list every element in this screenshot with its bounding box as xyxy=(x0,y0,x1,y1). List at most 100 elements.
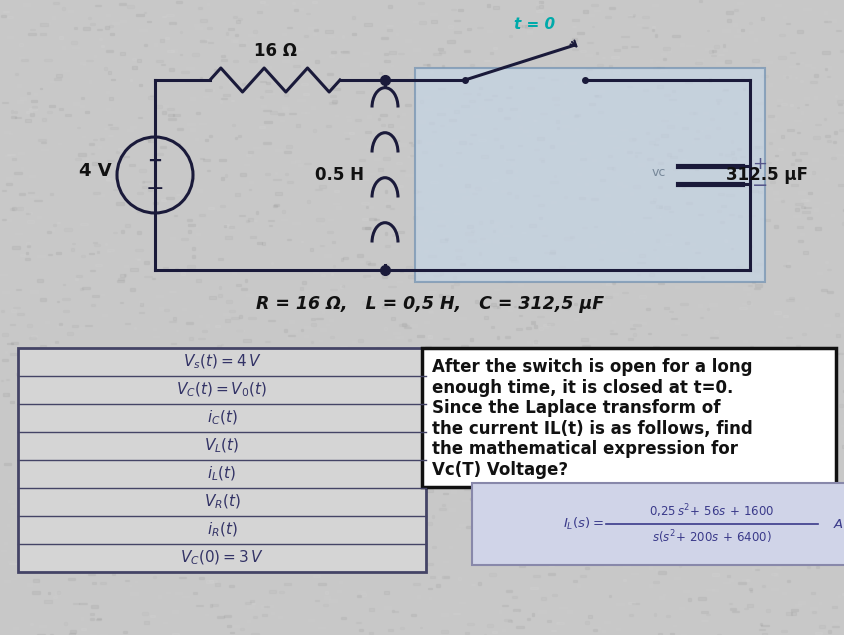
Bar xyxy=(580,434,587,436)
Bar xyxy=(462,500,469,502)
Bar xyxy=(100,634,107,635)
Bar xyxy=(576,390,582,392)
Bar xyxy=(319,340,322,341)
Bar xyxy=(106,446,114,448)
Bar xyxy=(766,162,771,163)
Bar xyxy=(787,410,794,413)
Bar xyxy=(110,302,116,304)
Bar xyxy=(538,187,544,190)
Bar xyxy=(184,554,187,556)
Bar xyxy=(528,342,530,343)
Bar xyxy=(777,105,780,106)
Bar xyxy=(503,417,510,418)
Bar xyxy=(672,90,674,92)
Bar xyxy=(50,503,57,505)
Bar xyxy=(81,255,85,257)
Bar xyxy=(340,51,349,53)
Bar xyxy=(180,54,182,55)
Bar xyxy=(569,444,572,446)
Bar xyxy=(695,62,701,64)
Bar xyxy=(56,253,61,254)
Bar xyxy=(361,438,365,440)
Bar xyxy=(442,504,445,505)
Bar xyxy=(760,218,765,219)
Bar xyxy=(180,435,182,437)
Bar xyxy=(508,309,512,311)
Bar xyxy=(777,497,781,499)
Bar xyxy=(493,306,498,308)
Bar xyxy=(286,438,294,439)
Bar xyxy=(291,451,298,455)
Bar xyxy=(100,38,102,40)
Bar xyxy=(821,447,825,448)
Bar xyxy=(698,406,704,409)
Bar xyxy=(116,203,124,205)
Bar xyxy=(506,507,508,509)
Bar xyxy=(248,34,255,36)
Bar xyxy=(76,361,78,363)
Bar xyxy=(466,386,468,387)
Bar xyxy=(586,369,592,371)
Bar xyxy=(220,503,224,505)
Bar xyxy=(70,630,76,632)
Bar xyxy=(143,450,149,452)
Bar xyxy=(417,248,419,250)
Bar xyxy=(119,3,126,4)
Bar xyxy=(192,471,200,472)
Bar xyxy=(826,77,831,79)
Bar xyxy=(473,385,475,387)
Bar xyxy=(738,174,742,175)
Bar xyxy=(699,516,704,517)
Bar xyxy=(675,114,679,116)
Bar xyxy=(168,114,175,116)
Bar xyxy=(663,364,666,366)
Bar xyxy=(71,41,77,44)
Bar xyxy=(784,162,790,164)
Bar xyxy=(725,552,732,555)
Bar xyxy=(630,465,635,466)
Bar xyxy=(46,25,54,27)
Bar xyxy=(715,485,718,486)
Bar xyxy=(725,580,730,582)
Bar xyxy=(93,425,96,426)
Bar xyxy=(503,65,509,66)
Bar xyxy=(199,123,207,124)
Bar xyxy=(758,358,762,359)
Bar xyxy=(26,242,30,244)
Bar xyxy=(605,17,611,18)
Bar xyxy=(755,64,760,66)
Bar xyxy=(136,14,143,17)
Bar xyxy=(192,248,195,250)
Bar xyxy=(738,503,741,504)
Bar xyxy=(373,405,379,406)
Bar xyxy=(396,413,403,415)
Bar xyxy=(580,50,586,52)
Bar xyxy=(305,35,308,37)
Bar xyxy=(738,462,740,464)
Bar xyxy=(313,33,316,35)
Bar xyxy=(782,103,787,105)
Bar xyxy=(63,70,69,71)
Bar xyxy=(323,464,331,466)
Bar xyxy=(400,269,403,272)
Bar xyxy=(313,271,317,273)
Bar xyxy=(194,528,202,529)
Bar xyxy=(166,547,174,549)
Bar xyxy=(736,382,742,385)
Bar xyxy=(265,90,273,92)
Bar xyxy=(813,171,815,173)
Bar xyxy=(221,177,224,180)
Bar xyxy=(329,102,336,104)
Bar xyxy=(553,390,555,392)
Bar xyxy=(264,421,268,424)
Bar xyxy=(295,9,298,11)
Bar xyxy=(367,145,373,147)
Bar xyxy=(416,269,419,272)
Bar xyxy=(443,338,450,339)
Bar xyxy=(32,107,36,108)
Bar xyxy=(550,201,556,203)
Bar xyxy=(17,373,19,375)
Bar xyxy=(783,265,786,266)
Bar xyxy=(139,438,145,441)
Bar xyxy=(606,360,613,363)
